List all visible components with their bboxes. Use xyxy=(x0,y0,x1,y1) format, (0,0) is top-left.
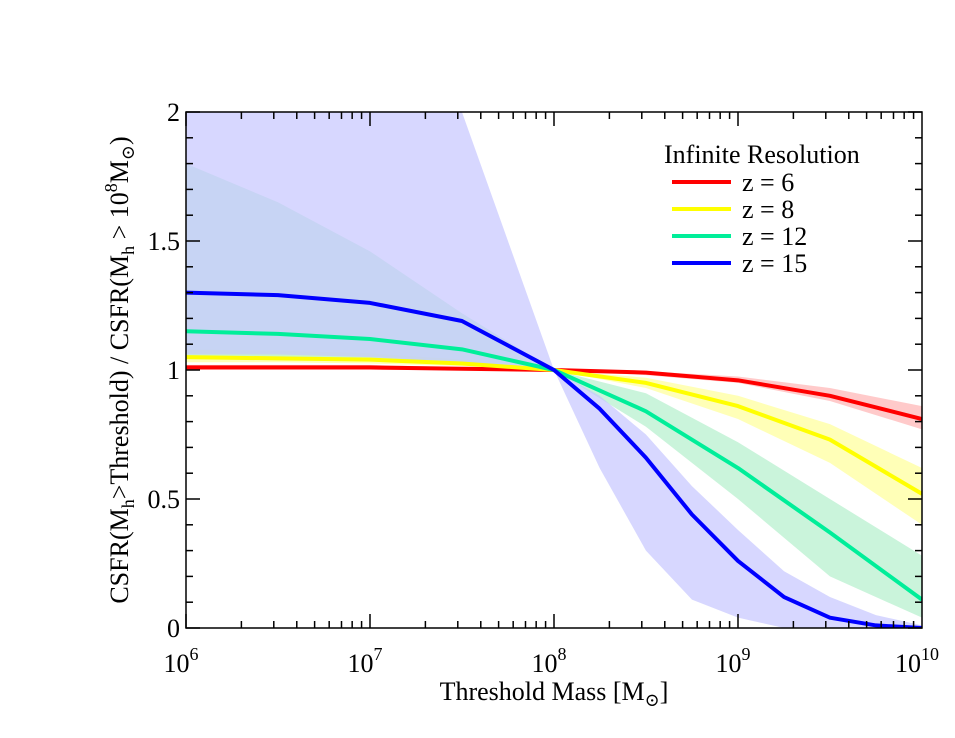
series-line-z-6 xyxy=(186,365,922,421)
y-tick-label: 0.5 xyxy=(148,485,181,514)
y-tick-label: 2 xyxy=(167,98,180,127)
x-tick-label: 107 xyxy=(348,644,383,678)
legend-label-z-8: z = 8 xyxy=(742,195,794,224)
y-tick-labels: 0 0.5 1 1.5 2 xyxy=(148,98,181,643)
series-line-z-15 xyxy=(186,290,922,628)
axis-ticks xyxy=(185,111,922,629)
x-tick-label: 109 xyxy=(716,644,751,678)
y-axis-title: CSFR(Mh>Threshold) / CSFR(Mh > 108M⊙) xyxy=(101,136,138,603)
y-tick-label: 1.5 xyxy=(148,227,181,256)
legend: Infinite Resolution z = 6z = 8z = 12z = … xyxy=(664,140,860,278)
y-tick-label: 1 xyxy=(167,356,180,385)
y-tick-label: 0 xyxy=(167,614,180,643)
legend-items: z = 6z = 8z = 12z = 15 xyxy=(672,168,807,278)
x-tick-label: 1010 xyxy=(895,644,939,678)
legend-title: Infinite Resolution xyxy=(664,140,860,169)
series-lines xyxy=(186,290,922,628)
x-tick-label: 106 xyxy=(164,644,199,678)
legend-label-z-12: z = 12 xyxy=(742,222,807,251)
legend-label-z-6: z = 6 xyxy=(742,168,794,197)
legend-label-z-15: z = 15 xyxy=(742,249,807,278)
x-tick-label: 108 xyxy=(532,644,567,678)
x-tick-labels: 106 107 108 109 1010 xyxy=(164,644,940,678)
x-axis-title: Threshold Mass [M⊙] xyxy=(440,677,669,710)
